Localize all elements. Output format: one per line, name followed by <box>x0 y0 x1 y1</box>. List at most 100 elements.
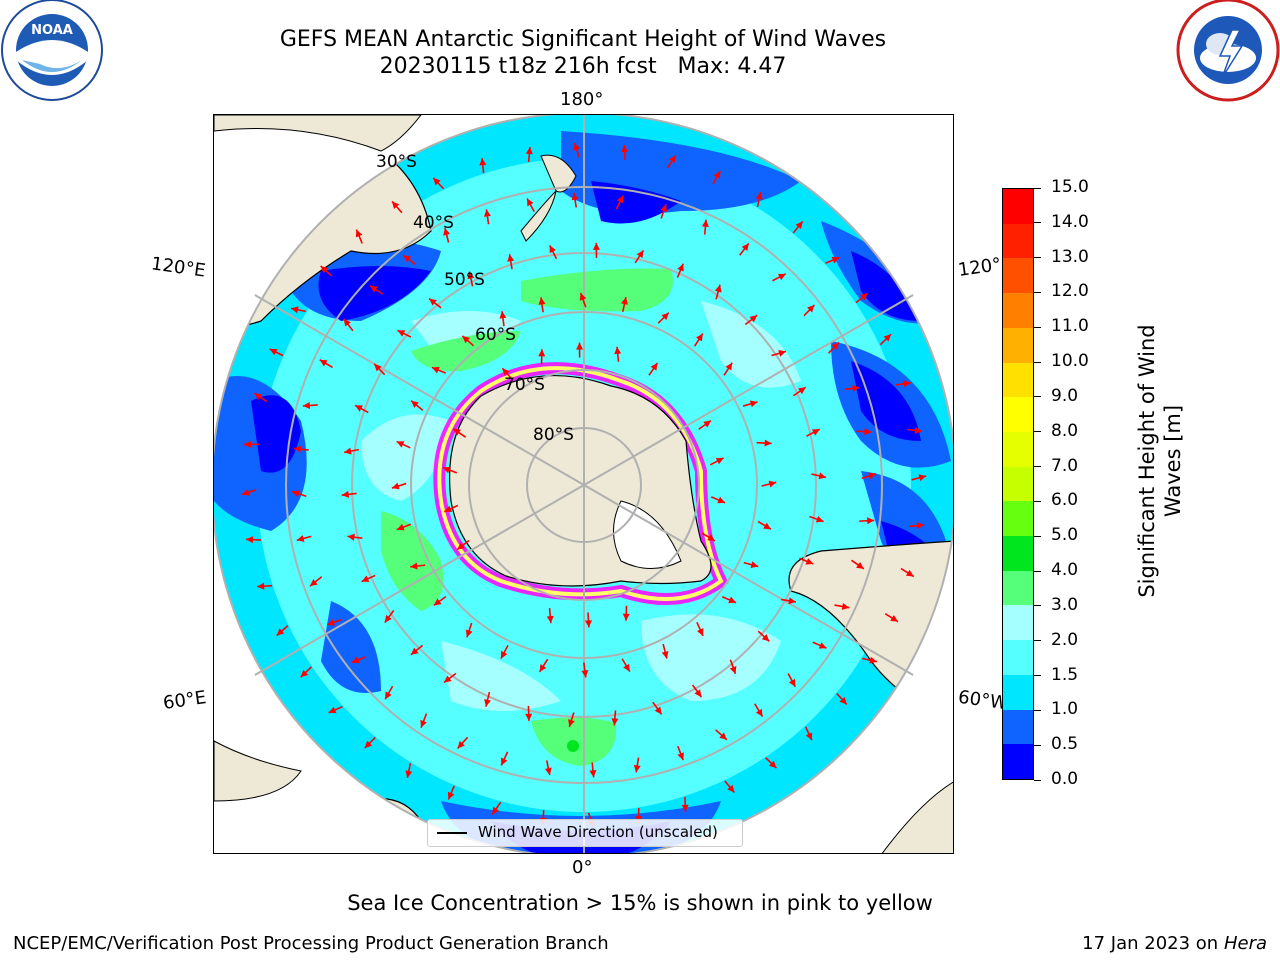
meridian-line <box>254 484 585 676</box>
wave-arrow-head <box>276 628 285 636</box>
wave-arrow-head <box>544 767 552 776</box>
wave-arrow-head <box>890 614 898 622</box>
colorbar-tick-mark <box>1034 535 1041 537</box>
wave-arrow-head <box>727 784 735 793</box>
colorbar-tick-label: 11.0 <box>1051 316 1089 337</box>
wave-arrow-head <box>811 429 820 436</box>
wave-arrow-head <box>579 292 587 301</box>
wave-arrow-head <box>650 362 658 371</box>
wave-arrow-head <box>525 713 533 721</box>
lon-label-120e: 120°E <box>149 253 207 282</box>
wave-arrow-head <box>788 597 796 605</box>
wave-arrow-head <box>492 806 500 815</box>
wave-arrow-head <box>611 718 619 726</box>
colorbar-segment <box>1003 327 1033 363</box>
wave-arrow-head <box>831 342 839 350</box>
colorbar-tick-label: 0.0 <box>1051 769 1079 789</box>
wave-arrow-head <box>661 312 669 321</box>
colorbar-tick-label: 5.0 <box>1051 525 1079 546</box>
wave-arrow-head <box>677 263 684 272</box>
wave-arrow-head <box>852 384 860 392</box>
wave-arrow-head <box>443 675 452 683</box>
wave-arrow-head <box>815 515 824 523</box>
legend-label: Wind Wave Direction (unscaled) <box>478 823 718 841</box>
wave-arrow-head <box>707 534 715 541</box>
wave-arrow-head <box>777 273 786 281</box>
colorbar-tick-label: 15.0 <box>1051 177 1089 197</box>
wave-arrow-head <box>302 401 311 409</box>
chart-subtitle: 20230115 t18z 216h fcst Max: 4.47 <box>379 54 787 79</box>
wave-arrow-head <box>568 719 575 727</box>
colorbar-segment <box>1003 223 1033 259</box>
footer-system: Hera <box>1223 933 1267 954</box>
wave-arrow-head <box>719 732 727 740</box>
colorbar-segment <box>1003 188 1033 224</box>
colorbar-segment <box>1003 674 1033 710</box>
polar-map <box>213 114 954 854</box>
lat-label-50s: 50°S <box>444 270 485 290</box>
wave-arrow-head <box>484 699 491 707</box>
wave-arrow-head <box>539 664 547 672</box>
wave-arrow-head <box>397 330 406 337</box>
wave-arrow-head <box>725 362 733 371</box>
wave-arrow-head <box>300 669 309 678</box>
colorbar-segment <box>1003 500 1033 537</box>
wave-arrow-head <box>444 505 453 512</box>
wave-arrow-head <box>355 229 363 238</box>
wave-arrow-head <box>729 666 737 674</box>
wave-arrow-head <box>622 613 630 621</box>
wave-arrow-head <box>589 770 597 778</box>
wave-arrow-head <box>818 642 827 649</box>
wave-arrow-head <box>433 598 442 606</box>
colorbar-tick-mark <box>1034 222 1041 224</box>
wave-arrow-head <box>668 155 676 164</box>
wave-arrow-head <box>715 458 724 465</box>
wave-arrow-head <box>538 297 546 305</box>
wave-arrow-head <box>391 482 400 490</box>
colorbar-tick-mark <box>1034 257 1041 259</box>
colorbar-tick-mark <box>1034 744 1041 746</box>
chart-title: GEFS MEAN Antarctic Significant Height o… <box>279 27 887 52</box>
wave-arrow-head <box>867 517 875 525</box>
wave-arrow-head <box>465 629 473 638</box>
colorbar-tick-mark <box>1034 361 1041 363</box>
colorbar <box>1002 188 1034 780</box>
wave-arrow-head <box>660 204 668 212</box>
wave-arrow-head <box>864 428 872 436</box>
graticule <box>214 115 953 853</box>
lat-label-70s: 70°S <box>504 375 545 395</box>
colorbar-tick-mark <box>1034 500 1041 502</box>
colorbar-tick-label: 14.0 <box>1051 211 1089 232</box>
wave-arrow-head <box>442 466 451 474</box>
wave-arrow-head <box>905 569 914 577</box>
map-legend: Wind Wave Direction (unscaled) <box>427 819 743 847</box>
wave-arrow-head <box>403 255 412 263</box>
nws-logo <box>1176 0 1280 108</box>
wave-arrow-head <box>696 628 704 636</box>
colorbar-tick-mark <box>1034 291 1041 293</box>
colorbar-tick-mark <box>1034 431 1041 433</box>
colorbar-tick-mark <box>1034 709 1041 711</box>
meridian-line <box>583 484 914 676</box>
wave-arrow-head <box>351 656 360 664</box>
wave-arrow-head <box>453 428 461 436</box>
wave-arrow-head <box>749 400 758 408</box>
wave-arrow-head <box>764 439 772 447</box>
wave-arrow-head <box>769 760 777 769</box>
wave-arrow-head <box>763 522 771 530</box>
colorbar-tick-mark <box>1034 779 1041 781</box>
colorbar-tick-mark <box>1034 326 1041 328</box>
wave-arrow-head <box>385 691 392 700</box>
colorbar-label: Significant Height of Wind Waves [m] <box>1135 324 1185 598</box>
wave-arrow-head <box>831 256 840 264</box>
colorbar-segment <box>1003 743 1033 779</box>
colorbar-tick-mark <box>1034 675 1041 677</box>
colorbar-segment <box>1003 396 1033 432</box>
wave-arrow-head <box>805 732 813 741</box>
wave-arrow-head <box>361 575 370 582</box>
wave-arrow-head <box>914 426 922 434</box>
wave-arrow-head <box>868 472 877 480</box>
lat-label-40s: 40°S <box>413 213 454 233</box>
wave-arrow-head <box>703 420 712 428</box>
wave-direction-arrows <box>241 142 927 828</box>
